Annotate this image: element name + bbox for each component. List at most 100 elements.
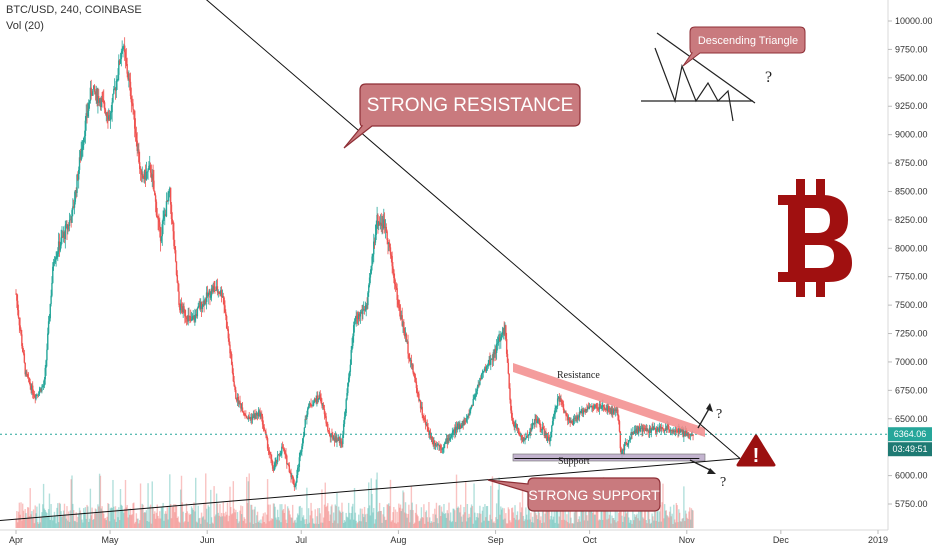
volume-bar xyxy=(216,503,219,528)
candle-body xyxy=(626,443,628,445)
volume-bar xyxy=(62,515,64,528)
volume-bar xyxy=(317,508,319,528)
candle-body xyxy=(184,316,187,318)
breakout-up-question: ? xyxy=(716,407,722,422)
candle-body xyxy=(188,315,190,317)
volume-bar xyxy=(494,523,496,528)
candle-body xyxy=(573,417,576,419)
candle-body xyxy=(342,434,344,444)
candle-body xyxy=(104,109,107,114)
volume-bar xyxy=(325,507,327,528)
volume-bar xyxy=(575,502,577,528)
candle-body xyxy=(597,408,599,410)
volume-bar xyxy=(150,523,153,528)
candle-body xyxy=(302,435,305,439)
volume-bar xyxy=(393,506,395,528)
volume-bar xyxy=(114,506,117,528)
volume-bar xyxy=(54,515,56,528)
volume-bar xyxy=(370,478,372,528)
y-tick-label: 9000.00 xyxy=(895,130,928,140)
candle-body xyxy=(616,409,618,411)
volume-bar xyxy=(143,512,145,528)
volume-bar xyxy=(672,523,674,528)
candle-body xyxy=(582,410,585,414)
candle-body xyxy=(648,430,650,433)
candle-body xyxy=(495,348,497,353)
candle-body xyxy=(611,409,613,414)
candle-body xyxy=(231,364,234,374)
volume-bar xyxy=(291,517,293,528)
candle-body xyxy=(282,448,285,449)
candle-body xyxy=(256,413,259,417)
volume-bar xyxy=(504,518,506,528)
volume-bar xyxy=(444,513,446,528)
volume-bar xyxy=(144,512,147,528)
volume-bar xyxy=(181,502,184,528)
candle-body xyxy=(27,374,29,378)
candle-body xyxy=(118,60,120,75)
candle-body xyxy=(289,472,291,474)
candle-body xyxy=(659,425,662,429)
volume-bar xyxy=(313,523,316,528)
volume-bar xyxy=(415,504,418,528)
volume-bar xyxy=(38,503,41,528)
last-price-value: 6364.06 xyxy=(894,429,927,439)
candle-body xyxy=(644,429,647,431)
candle-body xyxy=(646,428,648,431)
candle-body xyxy=(63,232,66,240)
volume-bar xyxy=(31,511,33,528)
candle-body xyxy=(424,419,427,425)
volume-bar xyxy=(328,521,331,528)
volume-bar xyxy=(408,504,410,528)
volume-bar xyxy=(403,492,405,528)
volume-bar xyxy=(362,513,364,528)
volume-bar xyxy=(509,520,511,528)
volume-bar xyxy=(108,503,110,528)
candle-body xyxy=(577,416,579,420)
candle-body xyxy=(633,432,635,434)
volume-bar xyxy=(664,510,667,528)
volume-bar xyxy=(576,510,578,528)
bitcoin-icon xyxy=(778,179,852,297)
candle-body xyxy=(37,394,39,396)
candle-body xyxy=(461,421,464,427)
volume-bar xyxy=(518,519,520,528)
volume-bar xyxy=(78,507,81,528)
volume-bar xyxy=(28,516,31,528)
candle-body xyxy=(93,85,96,92)
volume-bar xyxy=(567,508,570,528)
candle-body xyxy=(621,450,623,454)
volume-bar xyxy=(376,472,378,528)
candle-body xyxy=(218,291,220,294)
volume-bar xyxy=(569,505,571,528)
volume-bar xyxy=(235,509,237,528)
chart-symbol-title: BTC/USD, 240, COINBASE xyxy=(6,4,142,16)
volume-bar xyxy=(93,519,95,528)
volume-bar xyxy=(498,477,500,528)
candle-body xyxy=(164,214,166,216)
candle-body xyxy=(164,214,167,217)
volume-bar xyxy=(619,511,622,528)
candle-body xyxy=(302,438,304,447)
candle-body xyxy=(207,293,209,297)
candle-body xyxy=(641,427,643,432)
candle-body xyxy=(155,201,158,216)
volume-bar xyxy=(211,522,214,528)
x-tick-label: Apr xyxy=(9,535,23,545)
volume-bar xyxy=(339,511,342,528)
volume-bar xyxy=(35,513,37,528)
candle-body xyxy=(344,412,347,417)
volume-bar xyxy=(184,513,187,528)
candle-body xyxy=(508,373,510,389)
volume-bar xyxy=(113,506,115,528)
candle-body xyxy=(183,306,185,310)
y-tick-label: 7750.00 xyxy=(895,272,928,282)
candle-body xyxy=(572,418,575,426)
volume-bar xyxy=(203,502,205,528)
volume-bar xyxy=(539,520,541,528)
volume-bar xyxy=(412,510,414,528)
candle-body xyxy=(658,425,661,432)
candle-body xyxy=(84,120,87,137)
candle-body xyxy=(477,384,479,387)
